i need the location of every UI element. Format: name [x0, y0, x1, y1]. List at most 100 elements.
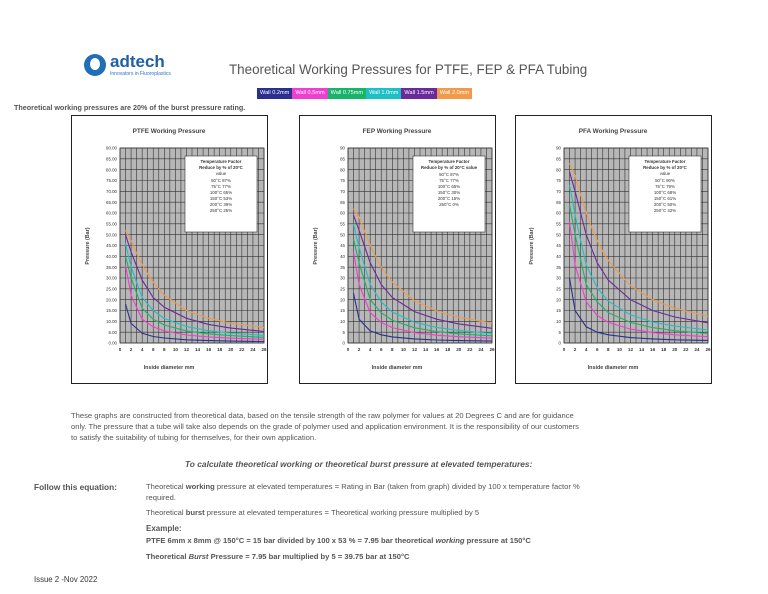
issue-label: Issue 2 -Nov 2022	[34, 575, 98, 584]
x-tick-label: 20	[456, 347, 462, 352]
y-tick-label: 10	[556, 319, 561, 324]
x-tick-label: 0	[563, 347, 566, 352]
x-tick-label: 8	[391, 347, 394, 352]
series-line	[125, 230, 265, 329]
temp-box-title: Temperature Factor	[201, 159, 242, 164]
x-tick-label: 14	[639, 347, 645, 352]
brand-name: adtech	[110, 52, 165, 71]
example-working: PTFE 6mm x 8mm @ 150°C = 15 bar divided …	[146, 536, 721, 547]
guidance-line: only. The pressure that a tube will take…	[71, 422, 579, 431]
x-tick-label: 10	[401, 347, 407, 352]
y-tick-label: 60.00	[106, 211, 118, 216]
page-title: Theoretical Working Pressures for PTFE, …	[229, 62, 588, 77]
series-line	[124, 234, 265, 333]
rule-bold: burst	[185, 508, 205, 517]
y-tick-label: 80	[340, 167, 345, 172]
chart-title: FEP Working Pressure	[363, 128, 432, 135]
example-label: Example:	[146, 523, 182, 533]
burst-pressure-rule: Theoretical burst pressure at elevated t…	[146, 508, 721, 519]
y-tick-label: 5.00	[108, 330, 117, 335]
x-tick-label: 6	[380, 347, 383, 352]
x-tick-label: 14	[195, 347, 201, 352]
y-tick-label: 0	[559, 341, 562, 346]
temperature-factor-box	[628, 155, 702, 233]
x-tick-label: 22	[239, 347, 245, 352]
follow-equation-label: Follow this equation:	[34, 482, 117, 492]
x-tick-label: 4	[369, 347, 372, 352]
rule-text: pressure at elevated temperatures = Theo…	[204, 508, 480, 517]
x-tick-label: 22	[683, 347, 689, 352]
y-tick-label: 80	[556, 167, 561, 172]
y-tick-label: 55.00	[106, 221, 118, 226]
y-tick-label: 65	[340, 200, 345, 205]
series-line	[568, 184, 709, 331]
guidance-paragraph: These graphs are constructed from theore…	[71, 410, 711, 443]
x-tick-label: 24	[250, 347, 256, 352]
x-tick-label: 0	[347, 347, 350, 352]
x-tick-label: 18	[445, 347, 451, 352]
y-tick-label: 65.00	[106, 200, 118, 205]
y-axis-label: Pressure (Bar)	[85, 227, 91, 264]
y-tick-label: 60	[556, 211, 561, 216]
working-pressure-rule: Theoretical working pressure at elevated…	[146, 482, 721, 503]
x-tick-label: 4	[141, 347, 144, 352]
temp-factor-row: 150°C 61%	[654, 196, 676, 201]
y-tick-label: 20.00	[106, 297, 118, 302]
x-tick-label: 20	[228, 347, 234, 352]
x-tick-label: 24	[694, 347, 700, 352]
adtech-logo: adtech Innovators in Fluoroplastics	[84, 52, 194, 82]
x-tick-label: 16	[650, 347, 656, 352]
series-line	[352, 223, 493, 335]
y-tick-label: 10	[340, 319, 345, 324]
series-line	[568, 171, 709, 324]
chart-title: PFA Working Pressure	[579, 128, 648, 135]
y-tick-label: 50.00	[106, 232, 118, 237]
example-burst: Theoretical Burst Pressure = 7.95 bar mu…	[146, 552, 721, 563]
series-line	[124, 303, 265, 343]
y-tick-label: 15.00	[106, 308, 118, 313]
legend-item-wall-2-0: Wall 2.0mm	[436, 88, 473, 99]
y-tick-label: 75	[556, 178, 561, 183]
y-tick-label: 15	[556, 308, 561, 313]
x-axis-label: Inside diameter mm	[144, 365, 195, 371]
temp-factor-row: 250°C 25%	[210, 208, 232, 213]
temp-factor-row: 250°C 42%	[654, 208, 676, 213]
temp-factor-row: 100°C 68%	[654, 190, 676, 195]
legend-item-wall-0-2: Wall 0.2mm	[257, 88, 293, 99]
temp-factor-row: 150°C 53%	[210, 196, 232, 201]
calculation-subheading: To calculate theoretical working or theo…	[185, 459, 533, 469]
x-tick-label: 18	[661, 347, 667, 352]
wall-thickness-legend: Wall 0.2mm Wall 0.5mm Wall 0.75mm Wall 1…	[257, 88, 473, 99]
x-tick-label: 14	[423, 347, 429, 352]
x-tick-label: 10	[617, 347, 623, 352]
y-tick-label: 10.00	[106, 319, 118, 324]
ptfe-chart-svg: PTFE Working Pressure 0.00 5.00 10.00 15.00 2…	[85, 128, 267, 371]
x-tick-label: 18	[217, 347, 223, 352]
series-line	[352, 251, 493, 339]
ptfe-chart: PTFE Working Pressure 0.00 5.00 10.00 15.00 2…	[71, 115, 268, 384]
series-line	[352, 238, 493, 337]
y-tick-label: 30.00	[106, 276, 118, 281]
temperature-factor-box	[184, 155, 258, 233]
x-tick-label: 8	[607, 347, 610, 352]
y-tick-label: 85.00	[106, 156, 118, 161]
guidance-line: These graphs are constructed from theore…	[71, 411, 574, 420]
temp-factor-row: 75°C 77%	[211, 184, 231, 189]
example-text: PTFE 6mm x 8mm @ 150°C = 15 bar divided …	[146, 536, 436, 545]
fep-chart-svg: FEP Working Pressure05101520253035404550…	[313, 128, 495, 371]
series-line	[568, 204, 709, 335]
legend-item-wall-1-5: Wall 1.5mm	[401, 88, 437, 99]
y-tick-label: 55	[340, 221, 345, 226]
y-tick-label: 35	[340, 265, 345, 270]
x-tick-label: 26	[261, 347, 267, 352]
chart-title: PTFE Working Pressure	[133, 128, 206, 135]
y-tick-label: 50	[340, 232, 345, 237]
temp-factor-row: 100°C 65%	[210, 190, 232, 195]
series-line	[124, 264, 265, 340]
temp-box-subtitle: Reduce by % of 20°C	[199, 165, 244, 170]
y-tick-label: 40	[340, 254, 345, 259]
y-tick-label: 15	[340, 308, 345, 313]
example-italic: Burst	[188, 551, 209, 561]
rule-text: required.	[146, 492, 176, 502]
y-tick-label: 55	[556, 221, 561, 226]
